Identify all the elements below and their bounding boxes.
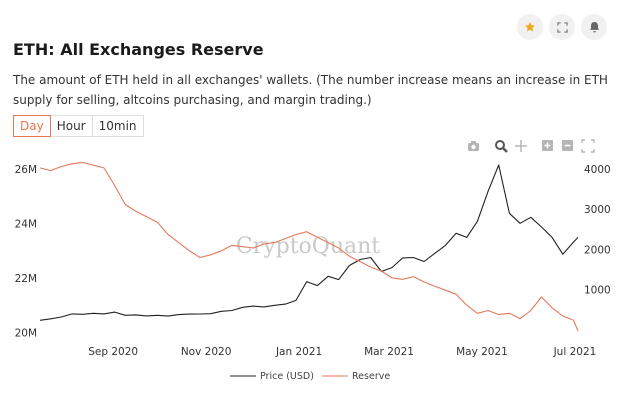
y-right-tick-label: 2000	[584, 244, 611, 256]
page-title: ETH: All Exchanges Reserve	[13, 40, 264, 59]
price-series-line	[39, 164, 579, 321]
tab-10min[interactable]: 10min	[91, 115, 144, 137]
pan-icon[interactable]	[515, 140, 527, 152]
favorite-button[interactable]	[517, 14, 543, 40]
chart-description: The amount of ETH held in all exchanges'…	[13, 73, 608, 107]
y-right-tick-label: 4000	[584, 164, 611, 176]
legend-price-label: Price (USD)	[260, 371, 314, 382]
autoscale-icon[interactable]	[581, 139, 595, 153]
notification-button[interactable]	[581, 14, 607, 40]
tab-day[interactable]: Day	[13, 115, 51, 137]
y-left-tick-label: 26M	[15, 164, 37, 176]
reserve-series-line	[39, 161, 579, 332]
fullscreen-button[interactable]	[549, 14, 575, 40]
zoom-in-icon[interactable]	[542, 140, 553, 151]
tab-hour[interactable]: Hour	[49, 115, 93, 137]
plot-area: 20M 22M 24M 26M 1000 2000 3000 4000 Sep 2020 Nov …	[15, 161, 611, 358]
y-left-tick-label: 24M	[15, 219, 37, 231]
reserve-chart[interactable]: CryptoQuant 20M 22M 24M 26M 1000 2000 3000 4000…	[0, 135, 626, 395]
x-tick-label: Mar 2021	[364, 346, 414, 358]
expand-icon	[556, 21, 568, 33]
interval-tabs: Day Hour 10min	[13, 115, 144, 137]
legend: Price (USD) Reserve	[230, 371, 390, 382]
x-tick-label: Jul 2021	[553, 346, 597, 358]
y-left-tick-label: 22M	[15, 273, 37, 285]
x-tick-label: Nov 2020	[181, 346, 232, 358]
y-left-tick-label: 20M	[15, 327, 37, 339]
y-right-tick-label: 1000	[584, 285, 611, 297]
zoom-out-icon[interactable]	[562, 140, 573, 151]
x-tick-label: Jan 2021	[275, 346, 322, 358]
watermark: CryptoQuant	[236, 234, 380, 259]
star-icon	[525, 22, 535, 32]
chart-toolbar	[468, 139, 595, 153]
x-tick-label: May 2021	[456, 346, 508, 358]
zoom-icon[interactable]	[495, 140, 508, 153]
x-tick-label: Sep 2020	[88, 346, 138, 358]
y-right-tick-label: 3000	[584, 204, 611, 216]
camera-icon[interactable]	[468, 141, 479, 151]
bell-icon	[589, 21, 599, 33]
legend-reserve-label: Reserve	[352, 371, 390, 382]
